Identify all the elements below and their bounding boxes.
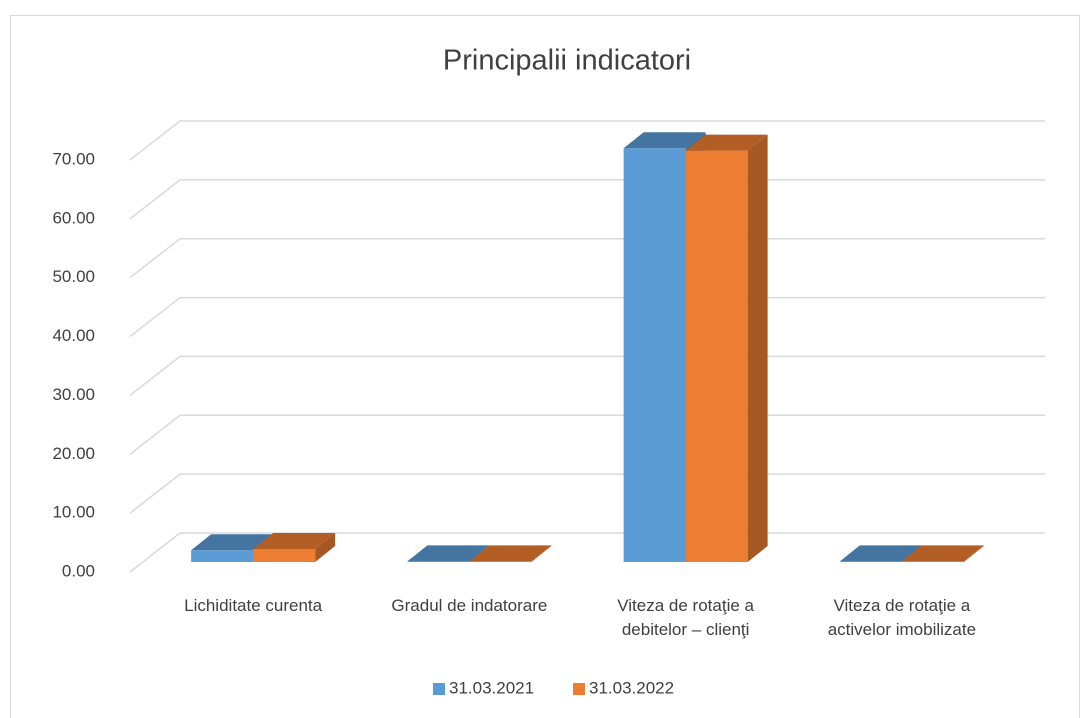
bar-side <box>963 545 984 562</box>
y-tick-label: 0.00 <box>62 561 95 580</box>
bar-top <box>407 545 490 562</box>
bar-top <box>901 545 984 562</box>
x-tick-label: Gradul de indatorare <box>391 596 548 615</box>
y-tick-label: 50.00 <box>52 267 95 286</box>
bar-side <box>531 545 552 562</box>
legend-label: 31.03.2021 <box>449 678 534 697</box>
x-tick-label: Lichiditate curenta <box>184 596 323 615</box>
bar <box>469 545 552 562</box>
bar <box>253 533 336 562</box>
bar-front <box>253 549 316 562</box>
legend-swatch <box>573 683 585 695</box>
bar-front <box>839 561 902 562</box>
chart-title: Principalii indicatori <box>443 45 691 77</box>
bar <box>685 134 768 563</box>
bar-front <box>685 150 748 563</box>
bar-front <box>623 148 686 562</box>
bar-top <box>469 545 552 562</box>
legend-swatch <box>433 683 445 695</box>
bar-side <box>747 134 768 563</box>
x-tick-label: Viteza de rotaţie a activelor imobilizat… <box>827 596 977 639</box>
bar-front <box>407 561 470 562</box>
grid-line <box>129 120 1045 161</box>
y-tick-label: 70.00 <box>52 149 95 168</box>
y-tick-label: 60.00 <box>52 208 95 227</box>
legend-label: 31.03.2022 <box>589 678 674 697</box>
bar-front <box>191 550 254 562</box>
bar-top <box>191 534 274 551</box>
bar-front <box>469 561 532 562</box>
bar-top <box>685 134 768 151</box>
bar <box>901 545 984 562</box>
x-tick-label: Viteza de rotaţie a debitelor – clienţi <box>617 596 754 639</box>
bar-top <box>839 545 922 562</box>
y-tick-label: 20.00 <box>52 444 95 463</box>
y-tick-label: 10.00 <box>52 503 95 522</box>
bar-top <box>253 533 336 550</box>
bar-top <box>623 132 706 149</box>
y-tick-label: 30.00 <box>52 385 95 404</box>
bar-front <box>901 561 964 562</box>
chart-border <box>10 15 1080 718</box>
bar-side <box>315 533 336 562</box>
y-tick-label: 40.00 <box>52 326 95 345</box>
